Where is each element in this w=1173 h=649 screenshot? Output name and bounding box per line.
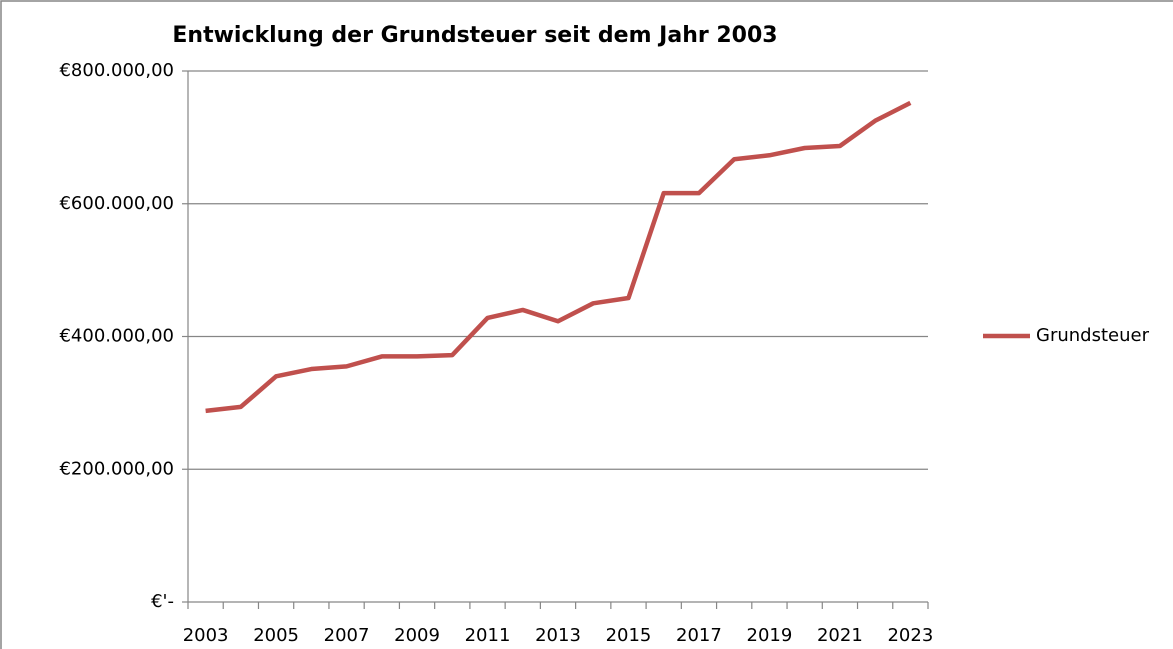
y-tick-label: €'- bbox=[151, 591, 174, 612]
x-tick-label: 2023 bbox=[887, 625, 933, 646]
x-tick-label: 2007 bbox=[324, 625, 370, 646]
line-series bbox=[205, 100, 912, 414]
legend-label: Grundsteuer bbox=[1036, 325, 1150, 346]
x-tick-label: 2015 bbox=[606, 625, 652, 646]
chart-title: Entwicklung der Grundsteuer seit dem Jah… bbox=[172, 23, 777, 48]
x-tick-label: 2013 bbox=[535, 625, 581, 646]
x-tick-label: 2019 bbox=[747, 625, 793, 646]
x-tick-label: 2003 bbox=[183, 625, 229, 646]
y-tick-label: €600.000,00 bbox=[59, 193, 174, 214]
x-tick-label: 2011 bbox=[465, 625, 511, 646]
x-tick-label: 2009 bbox=[394, 625, 440, 646]
x-tick-label: 2005 bbox=[253, 625, 299, 646]
y-tick-label: €200.000,00 bbox=[59, 458, 174, 479]
y-tick-label: €800.000,00 bbox=[59, 60, 174, 81]
x-tick-label: 2017 bbox=[676, 625, 722, 646]
x-tick-label: 2021 bbox=[817, 625, 863, 646]
y-tick-label: €400.000,00 bbox=[59, 326, 174, 347]
